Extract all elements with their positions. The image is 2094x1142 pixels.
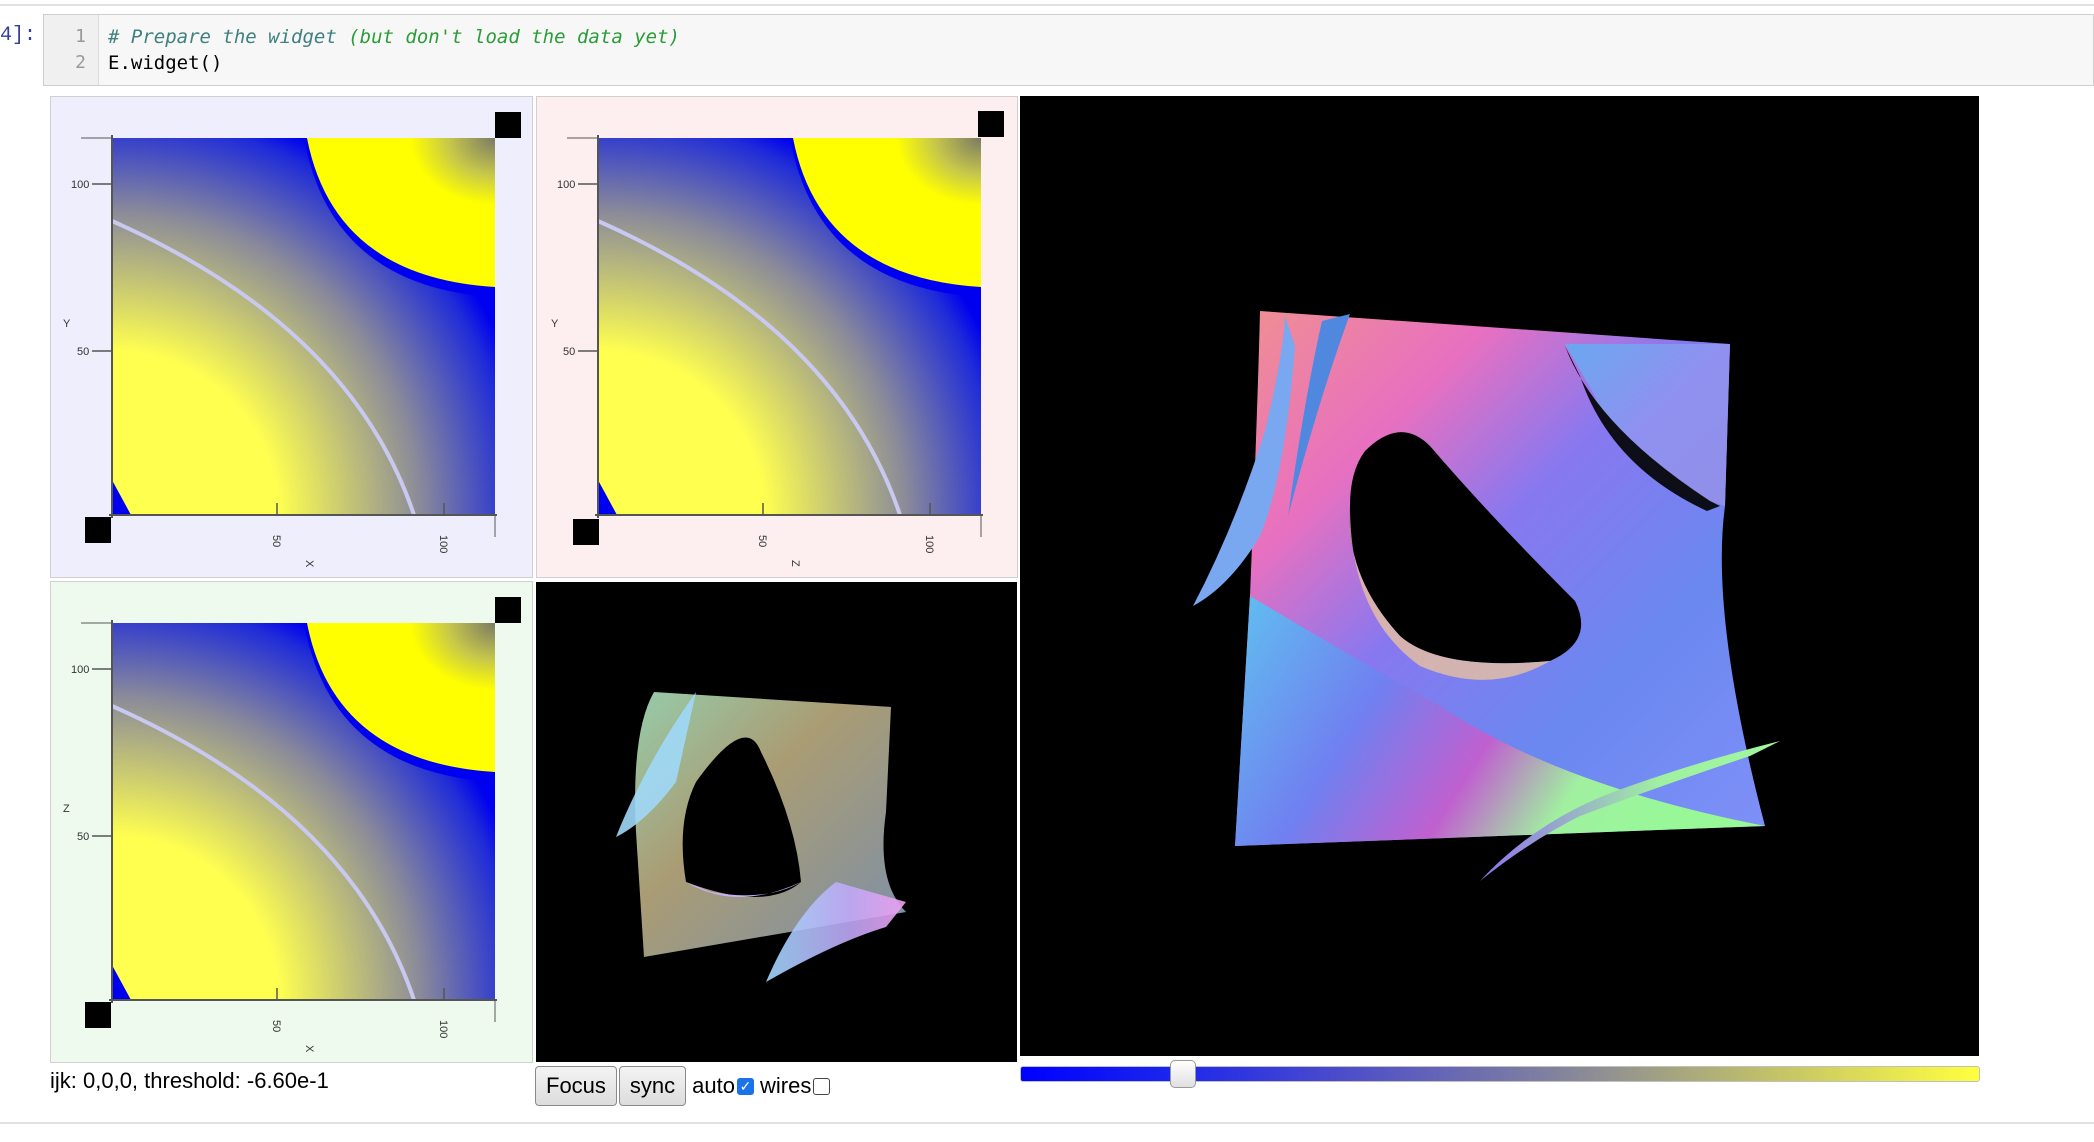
slice-canvas-xz[interactable]: 100 50 Z 50 100 X [51,582,532,1062]
sync-button[interactable]: sync [618,1066,687,1106]
x-tick-label: 50 [270,1020,282,1032]
x-axis-label: X [303,560,315,568]
viewer-controls: Focus sync auto ✓ wires [535,1066,834,1106]
corner-handle[interactable] [85,1002,111,1028]
y-tick-label: 50 [77,831,89,843]
threshold-slider-track[interactable] [1020,1066,1980,1082]
surface-3d-canvas[interactable] [1020,96,1979,1056]
x-tick-label: 100 [923,535,935,553]
focus-button[interactable]: Focus [535,1066,617,1106]
top-rule [0,4,2094,6]
y-tick-label: 100 [71,664,89,676]
wires-label: wires [760,1073,812,1098]
slice-panel-zy[interactable]: 100 50 Y 50 100 Z [536,96,1018,578]
surface-preview-panel[interactable] [536,582,1017,1062]
slice-panel-xz[interactable]: 100 50 Z 50 100 X [50,581,533,1063]
y-axis-label: Z [63,803,70,815]
corner-handle[interactable] [573,519,599,545]
corner-handle[interactable] [495,597,521,623]
corner-handle[interactable] [978,111,1004,137]
corner-handle[interactable] [85,517,111,543]
line-gutter: 1 2 [44,15,99,85]
code-comment-paren: (but don't load the data yet) [348,26,680,48]
x-axis-label: Z [789,560,801,567]
cell-prompt: 4]: [0,24,37,47]
slice-canvas-zy[interactable]: 100 50 Y 50 100 Z [537,97,1017,577]
x-tick-label: 100 [437,535,449,553]
x-tick-label: 100 [437,1020,449,1038]
line-number: 2 [75,52,86,73]
y-axis-label: Y [551,318,559,330]
slice-canvas-xy[interactable]: 100 50 Y 50 100 X [51,97,532,577]
corner-handle[interactable] [495,112,521,138]
slice-panel-xy[interactable]: 100 50 Y 50 100 X [50,96,533,578]
code-line-2[interactable]: E.widget() [108,52,223,74]
auto-checkbox[interactable]: ✓ [737,1077,754,1095]
surface-preview-canvas[interactable] [536,582,1017,1062]
x-tick-label: 50 [756,535,768,547]
surface-3d-panel[interactable] [1020,96,1979,1056]
line-number: 1 [75,26,86,47]
threshold-slider-thumb[interactable] [1170,1060,1197,1088]
y-tick-label: 100 [557,179,575,191]
x-axis-label: X [303,1045,315,1053]
y-axis-label: Y [63,318,71,330]
code-comment: # Prepare the widget [108,26,349,48]
code-line-1[interactable]: # Prepare the widget (but don't load the… [108,24,680,50]
x-tick-label: 50 [270,535,282,547]
auto-label: auto [692,1073,735,1098]
y-tick-label: 50 [563,346,575,358]
y-tick-label: 50 [77,346,89,358]
status-text: ijk: 0,0,0, threshold: -6.60e-1 [50,1068,329,1093]
y-tick-label: 100 [71,179,89,191]
code-cell[interactable]: 1 2 # Prepare the widget (but don't load… [43,14,2094,86]
bottom-rule [0,1122,2094,1124]
wires-checkbox[interactable] [813,1077,831,1095]
